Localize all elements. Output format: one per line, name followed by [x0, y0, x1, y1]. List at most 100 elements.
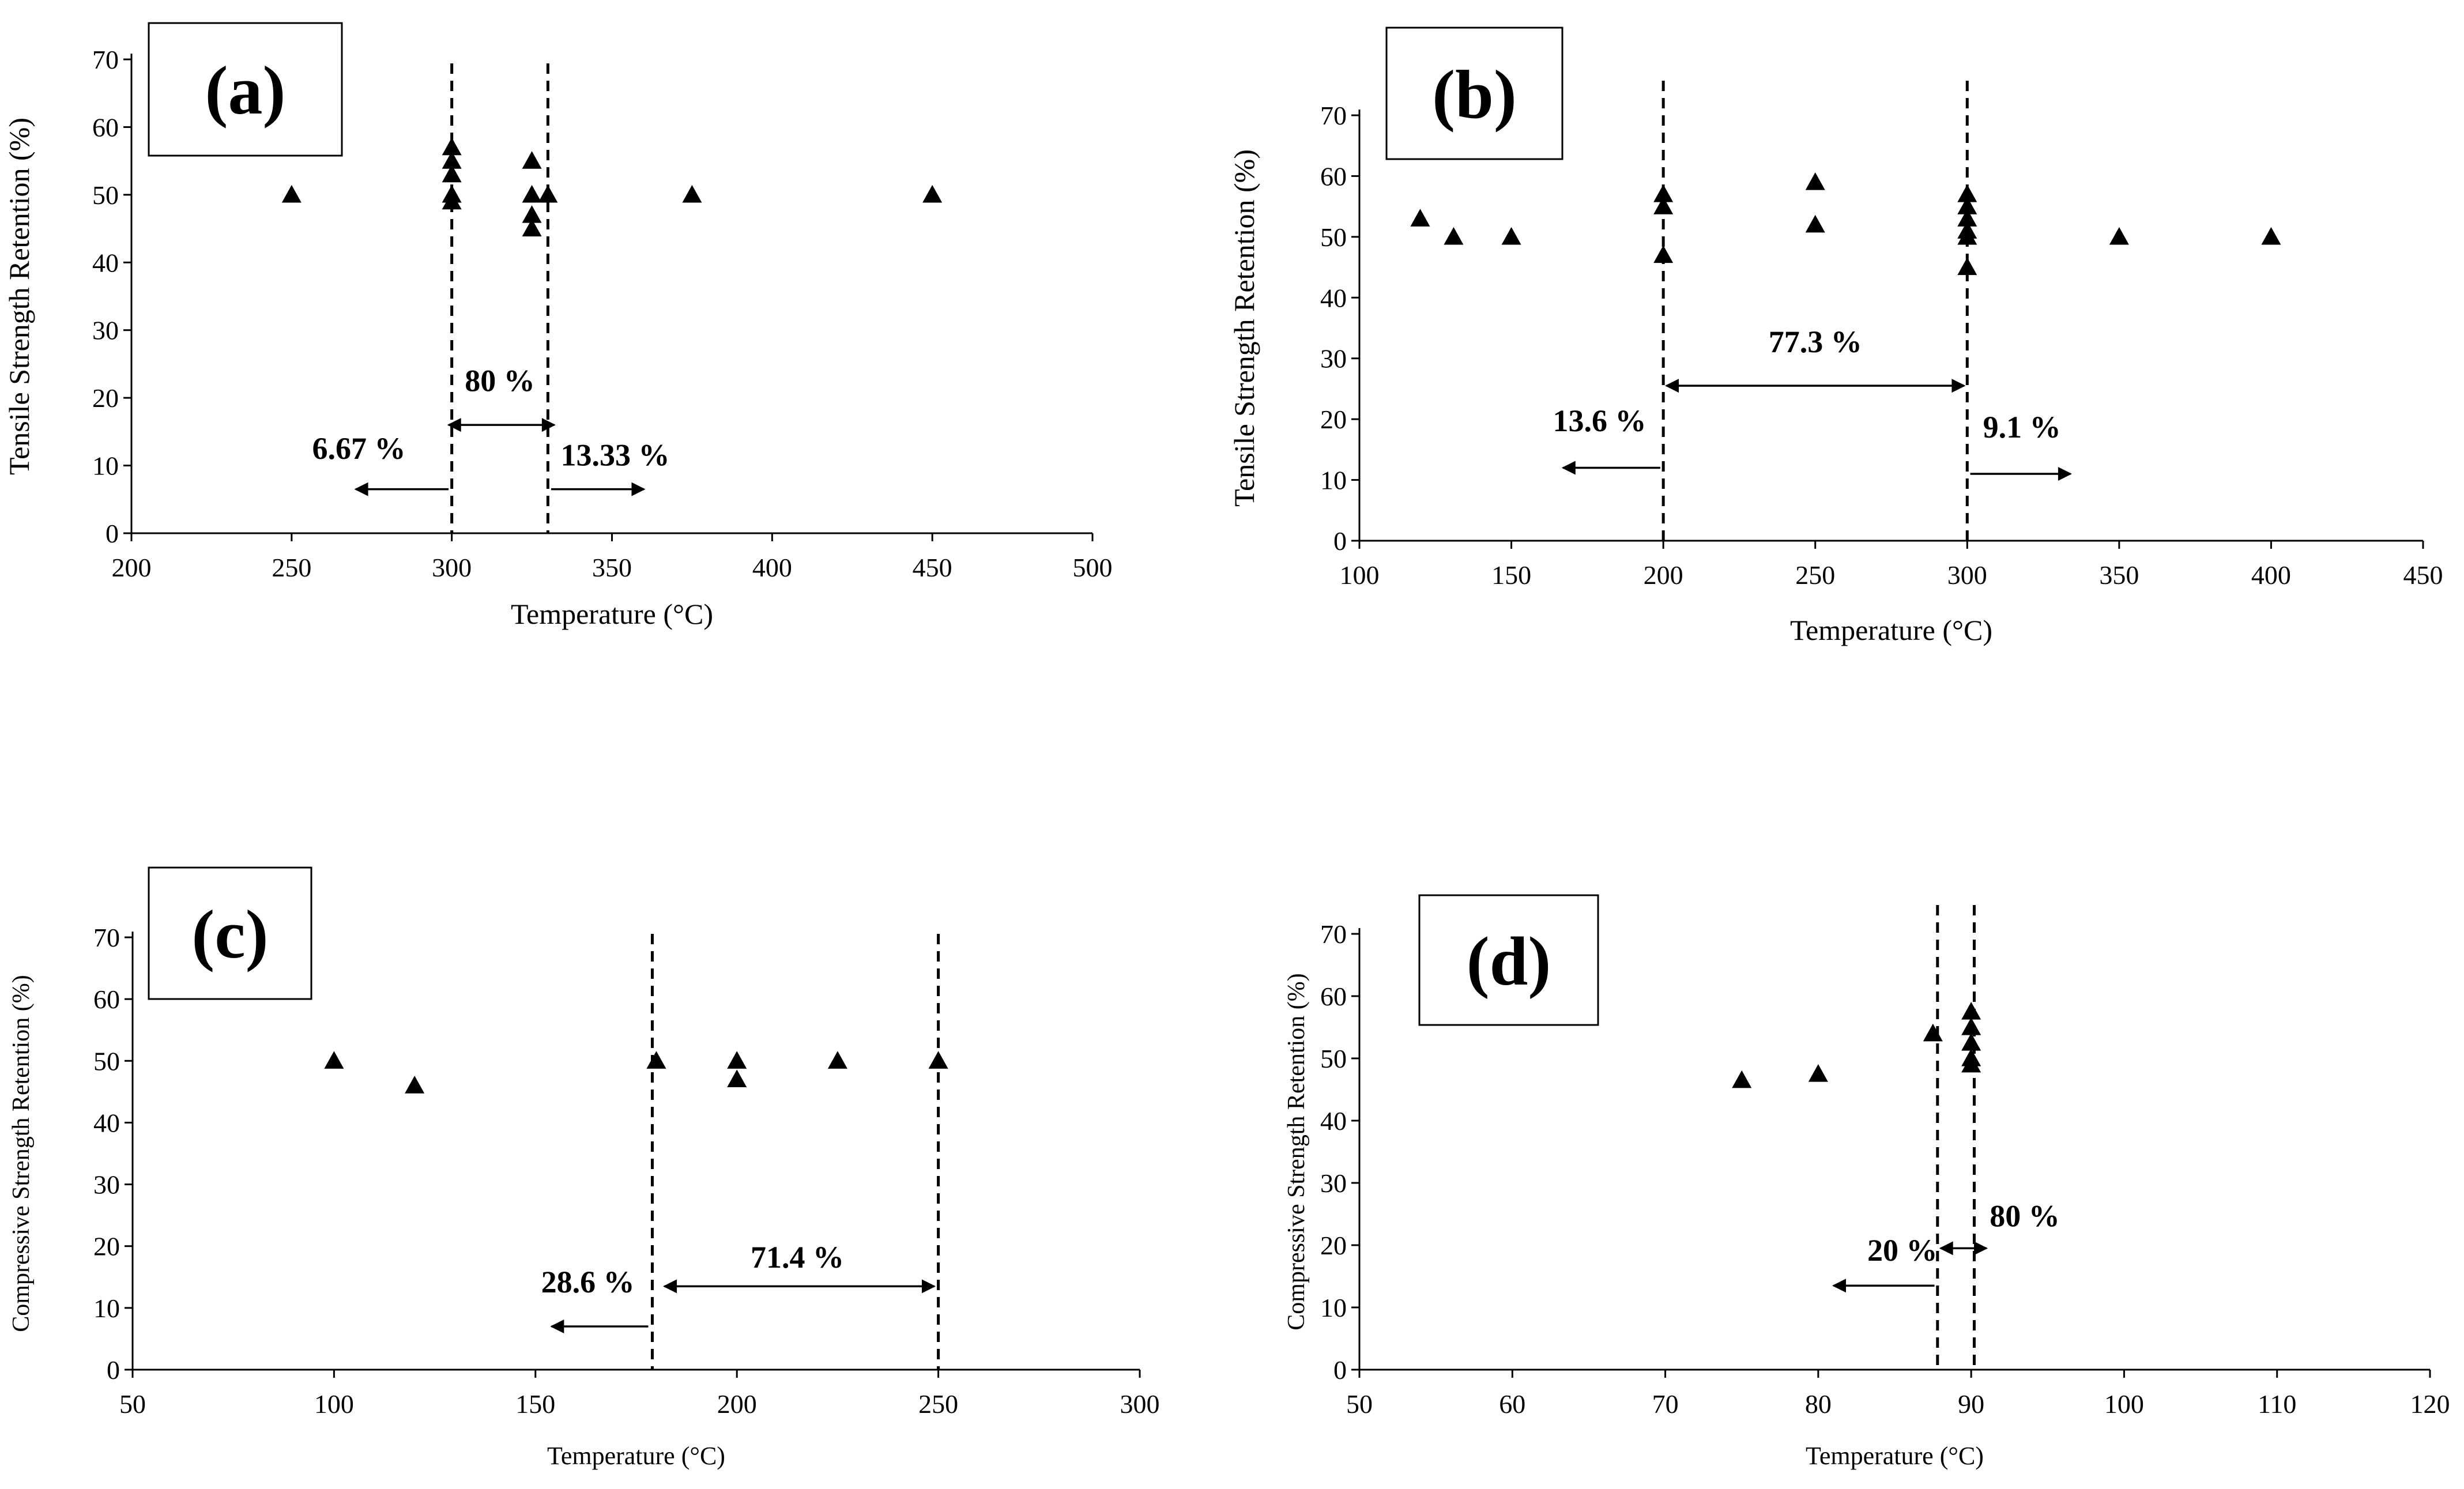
y-tick-label: 20	[1320, 405, 1347, 434]
chart-panel-b: 0 10 20 30 40 50 60 70 100 150 200 250 300 350 400 450 T…	[1228, 27, 2443, 646]
y-tick-label: 10	[1320, 466, 1347, 495]
chart-panel-c: 0 10 20 30 40 50 60 70 50 100 150 200 250 300 Temperat…	[8, 866, 1160, 1470]
data-point	[522, 184, 542, 203]
data-point	[522, 218, 542, 237]
y-axis-label: Compressive Strength Retention (%)	[8, 975, 35, 1332]
y-tick-label: 40	[1320, 1106, 1347, 1136]
data-point	[522, 205, 542, 223]
y-tick-label: 50	[93, 1046, 120, 1076]
panel-label-box	[1418, 894, 1599, 1026]
x-tick-label: 300	[432, 553, 472, 582]
data-point	[1961, 1033, 1981, 1051]
data-point	[682, 184, 702, 203]
data-point	[281, 184, 302, 203]
x-tick-label: 80	[1805, 1389, 1832, 1419]
panel-label: (a)	[205, 52, 286, 129]
data-point	[1805, 172, 1825, 190]
y-tick-label: 0	[1333, 1355, 1347, 1385]
x-tick-label: 70	[1652, 1389, 1679, 1419]
x-tick-label: 50	[1346, 1389, 1373, 1419]
data-point	[1957, 257, 1977, 276]
data-point	[405, 1076, 425, 1094]
data-point	[1653, 197, 1674, 214]
y-tick-label: 30	[1320, 1168, 1347, 1198]
data-point	[1653, 184, 1674, 202]
chart-panel-a: 0 10 20 30 40 50 60 70 200 250 300 350 400 450 500 Temp…	[3, 22, 1113, 630]
data-point	[324, 1051, 344, 1069]
annotation-label: 6.67 %	[312, 431, 406, 466]
x-tick-label: 150	[1491, 560, 1531, 590]
data-point	[1957, 184, 1977, 202]
data-point	[538, 184, 558, 203]
x-tick-label: 110	[2258, 1389, 2296, 1419]
data-point	[2261, 227, 2281, 245]
panel-label: (d)	[1467, 923, 1551, 1000]
x-tick-label: 300	[1947, 560, 1987, 590]
annotation-label: 20 %	[1867, 1233, 1938, 1268]
data-point	[1957, 197, 1977, 214]
panel-label-box	[148, 866, 312, 1000]
y-tick-label: 60	[1320, 982, 1347, 1011]
annotation-label: 71.4 %	[751, 1240, 844, 1275]
data-point	[1957, 209, 1977, 227]
data-point	[827, 1051, 847, 1069]
y-tick-label: 10	[92, 451, 119, 481]
data-point	[1444, 227, 1464, 245]
y-tick-label: 70	[1320, 101, 1347, 130]
y-tick-label: 50	[92, 180, 119, 210]
x-axis-label: Temperature (°C)	[511, 598, 713, 630]
x-tick-label: 150	[515, 1389, 555, 1419]
x-tick-label: 100	[1340, 560, 1380, 590]
x-tick-label: 60	[1499, 1389, 1525, 1419]
x-tick-label: 250	[272, 553, 311, 582]
data-point	[928, 1051, 948, 1069]
data-point	[727, 1069, 747, 1088]
x-tick-label: 200	[717, 1389, 757, 1419]
y-tick-label: 40	[93, 1108, 120, 1137]
x-tick-label: 120	[2410, 1389, 2450, 1419]
x-tick-label: 90	[1958, 1389, 1984, 1419]
y-axis-label: Compressive Strength Retention (%)	[1283, 973, 1310, 1330]
y-tick-label: 70	[93, 923, 120, 952]
x-tick-label: 100	[314, 1389, 354, 1419]
panel-label-box	[148, 22, 343, 157]
x-axis-label: Temperature (°C)	[547, 1442, 725, 1470]
x-tick-label: 50	[119, 1389, 146, 1419]
y-tick-label: 70	[1320, 919, 1347, 949]
x-tick-label: 250	[1795, 560, 1835, 590]
x-tick-label: 100	[2104, 1389, 2144, 1419]
y-tick-label: 0	[1333, 526, 1347, 556]
annotation-label: 13.6 %	[1553, 404, 1646, 438]
panel-label: (c)	[191, 896, 268, 972]
y-tick-label: 0	[106, 519, 119, 548]
x-tick-label: 200	[1644, 560, 1683, 590]
annotation-label: 80 %	[465, 363, 535, 398]
data-point	[1961, 1017, 1981, 1035]
y-tick-label: 30	[1320, 344, 1347, 374]
x-tick-label: 300	[1120, 1389, 1160, 1419]
x-tick-label: 200	[112, 553, 152, 582]
x-tick-label: 400	[2251, 560, 2291, 590]
data-point	[442, 151, 462, 169]
y-axis-label: Tensile Strength Retention (%)	[1228, 149, 1260, 507]
y-axis-label: Tensile Strength Retention (%)	[3, 118, 35, 475]
data-point	[1805, 214, 1825, 233]
y-tick-label: 50	[1320, 1044, 1347, 1073]
x-axis-label: Temperature (°C)	[1790, 614, 1992, 646]
y-tick-label: 0	[107, 1355, 120, 1385]
x-tick-label: 500	[1073, 553, 1113, 582]
annotation-label: 9.1 %	[1983, 410, 2061, 444]
y-tick-label: 20	[1320, 1231, 1347, 1260]
data-point	[1808, 1064, 1828, 1082]
annotation-label: 77.3 %	[1769, 325, 1862, 359]
data-point	[1732, 1070, 1752, 1088]
y-tick-label: 10	[93, 1294, 120, 1323]
y-tick-label: 70	[92, 45, 119, 74]
data-point	[442, 164, 462, 183]
data-point	[922, 184, 943, 203]
annotation-label: 13.33 %	[561, 438, 670, 473]
data-point	[1961, 1002, 1981, 1020]
chart-panel-d: 0 10 20 30 40 50 60 70 50 60 70 80 90 100 110 120 Temper…	[1283, 894, 2450, 1470]
